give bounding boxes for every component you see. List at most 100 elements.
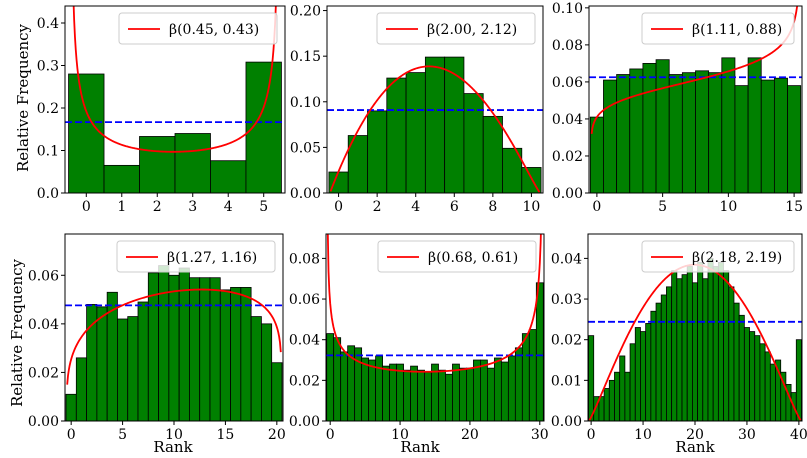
y-tick-label: 0.01 (551, 373, 582, 389)
histogram-bar (340, 351, 349, 421)
histogram-bar (603, 388, 610, 421)
y-axis-label-top: Relative Frequency (14, 23, 32, 172)
histogram-bar (500, 361, 509, 421)
histogram-bar (65, 393, 77, 421)
y-tick-label: 0.04 (289, 333, 320, 349)
histogram-bar (466, 367, 474, 421)
subplot-4: 0 5 10 15 20 0.00 0.02 0.04 0.06 β(1.27, 1.16) (28, 233, 286, 443)
histogram-bar (463, 93, 484, 193)
histogram-bar (616, 74, 631, 193)
histogram-bar (655, 59, 670, 193)
histogram-bar (417, 369, 425, 421)
x-tick-label: 10 (634, 427, 652, 443)
x-tick-label: 8 (488, 199, 497, 215)
histogram-bar (717, 262, 724, 421)
x-tick-label: 5 (118, 427, 127, 443)
y-tick-label: 0.2 (37, 101, 59, 117)
y-tick-label: 0.3 (37, 59, 59, 75)
histogram-bar (382, 365, 390, 421)
histogram-bar (695, 70, 710, 193)
histogram-bar (666, 286, 673, 421)
histogram-bar (368, 359, 377, 421)
x-tick-label: 10 (719, 199, 737, 215)
histogram-bar (389, 363, 397, 421)
histogram-bar (386, 77, 407, 193)
histogram-bar (634, 327, 641, 421)
y-tick-label: 0.00 (290, 186, 321, 202)
histogram-bar (424, 371, 432, 421)
histogram-bar (668, 74, 683, 193)
x-tick-label: 40 (790, 427, 807, 443)
y-tick-label: 0.06 (289, 292, 320, 308)
histogram-bar (250, 316, 262, 421)
histogram-bar (608, 379, 615, 421)
histogram-bar (507, 355, 516, 421)
histogram-bar (424, 56, 446, 193)
histogram-bar (629, 343, 636, 421)
legend-box (641, 12, 795, 45)
histogram-bar (68, 73, 105, 193)
y-tick-label: 0.00 (552, 186, 583, 202)
x-tick-label: 10 (391, 427, 409, 443)
x-tick-label: 0 (592, 199, 601, 215)
legend-label: β(1.27, 1.16) (167, 250, 257, 266)
histogram-bar (158, 265, 170, 421)
histogram-bar (738, 314, 745, 421)
beta-fit-curve (72, 6, 277, 153)
histogram-bar (642, 62, 657, 193)
y-tick-label: 0.04 (28, 317, 59, 333)
histogram-bar (199, 277, 211, 421)
histogram-bar (702, 278, 709, 421)
legend-label: β(0.45, 0.43) (169, 22, 259, 38)
histogram-bar (733, 302, 740, 421)
histogram-bar (361, 357, 370, 421)
legend-label: β(2.18, 2.19) (692, 250, 782, 266)
beta-fit-curve (329, 65, 541, 193)
y-tick-label: 0.00 (289, 414, 320, 430)
histogram-bar (219, 289, 231, 421)
histogram-bar (650, 310, 657, 421)
y-tick-label: 0.00 (551, 414, 582, 430)
histogram-bar (521, 333, 530, 421)
histogram-bar (271, 362, 283, 421)
plot-area (65, 265, 283, 421)
histogram-bar (655, 302, 662, 421)
x-tick-label: 2 (373, 199, 382, 215)
x-tick-label: 15 (785, 199, 803, 215)
histogram-bar (375, 355, 383, 421)
legend-box (641, 240, 795, 273)
subplot-1: 0 1 2 3 4 5 0.0 0.1 0.2 0.3 0.4 β(0.45, 0.43) (37, 5, 286, 215)
histogram-bar (240, 287, 252, 421)
histogram-bar (473, 359, 481, 421)
legend-box (116, 240, 276, 273)
y-tick-label: 0.04 (552, 112, 583, 128)
axes-frame (326, 5, 544, 194)
histogram-bar (734, 85, 749, 193)
y-tick-label: 0.08 (552, 38, 583, 54)
y-tick-label: 0.20 (290, 4, 321, 20)
x-tick-label: 1 (117, 199, 126, 215)
histogram-bar (261, 323, 273, 421)
histogram-bar (459, 367, 467, 421)
x-tick-label: 6 (450, 199, 459, 215)
histogram-bar (681, 72, 696, 193)
histogram-bar (769, 363, 776, 421)
axes-frame (588, 5, 803, 194)
histogram-bar (749, 331, 756, 421)
legend-box (377, 240, 537, 273)
y-tick-label: 0.10 (552, 1, 583, 17)
x-tick-label: 0 (334, 199, 343, 215)
histogram-bar (493, 357, 502, 421)
histogram-bar (760, 79, 775, 193)
histogram-bar (708, 72, 723, 193)
histogram-bar (168, 274, 180, 421)
legend-label: β(0.68, 0.61) (428, 250, 518, 266)
histogram-bar (230, 287, 242, 421)
x-tick-label: 3 (188, 199, 197, 215)
y-tick-label: 0.02 (551, 333, 582, 349)
histogram-bar (697, 262, 704, 421)
histogram-bar (640, 331, 647, 421)
histogram-bar (795, 339, 802, 421)
x-axis-label-right: Rank (675, 438, 715, 456)
